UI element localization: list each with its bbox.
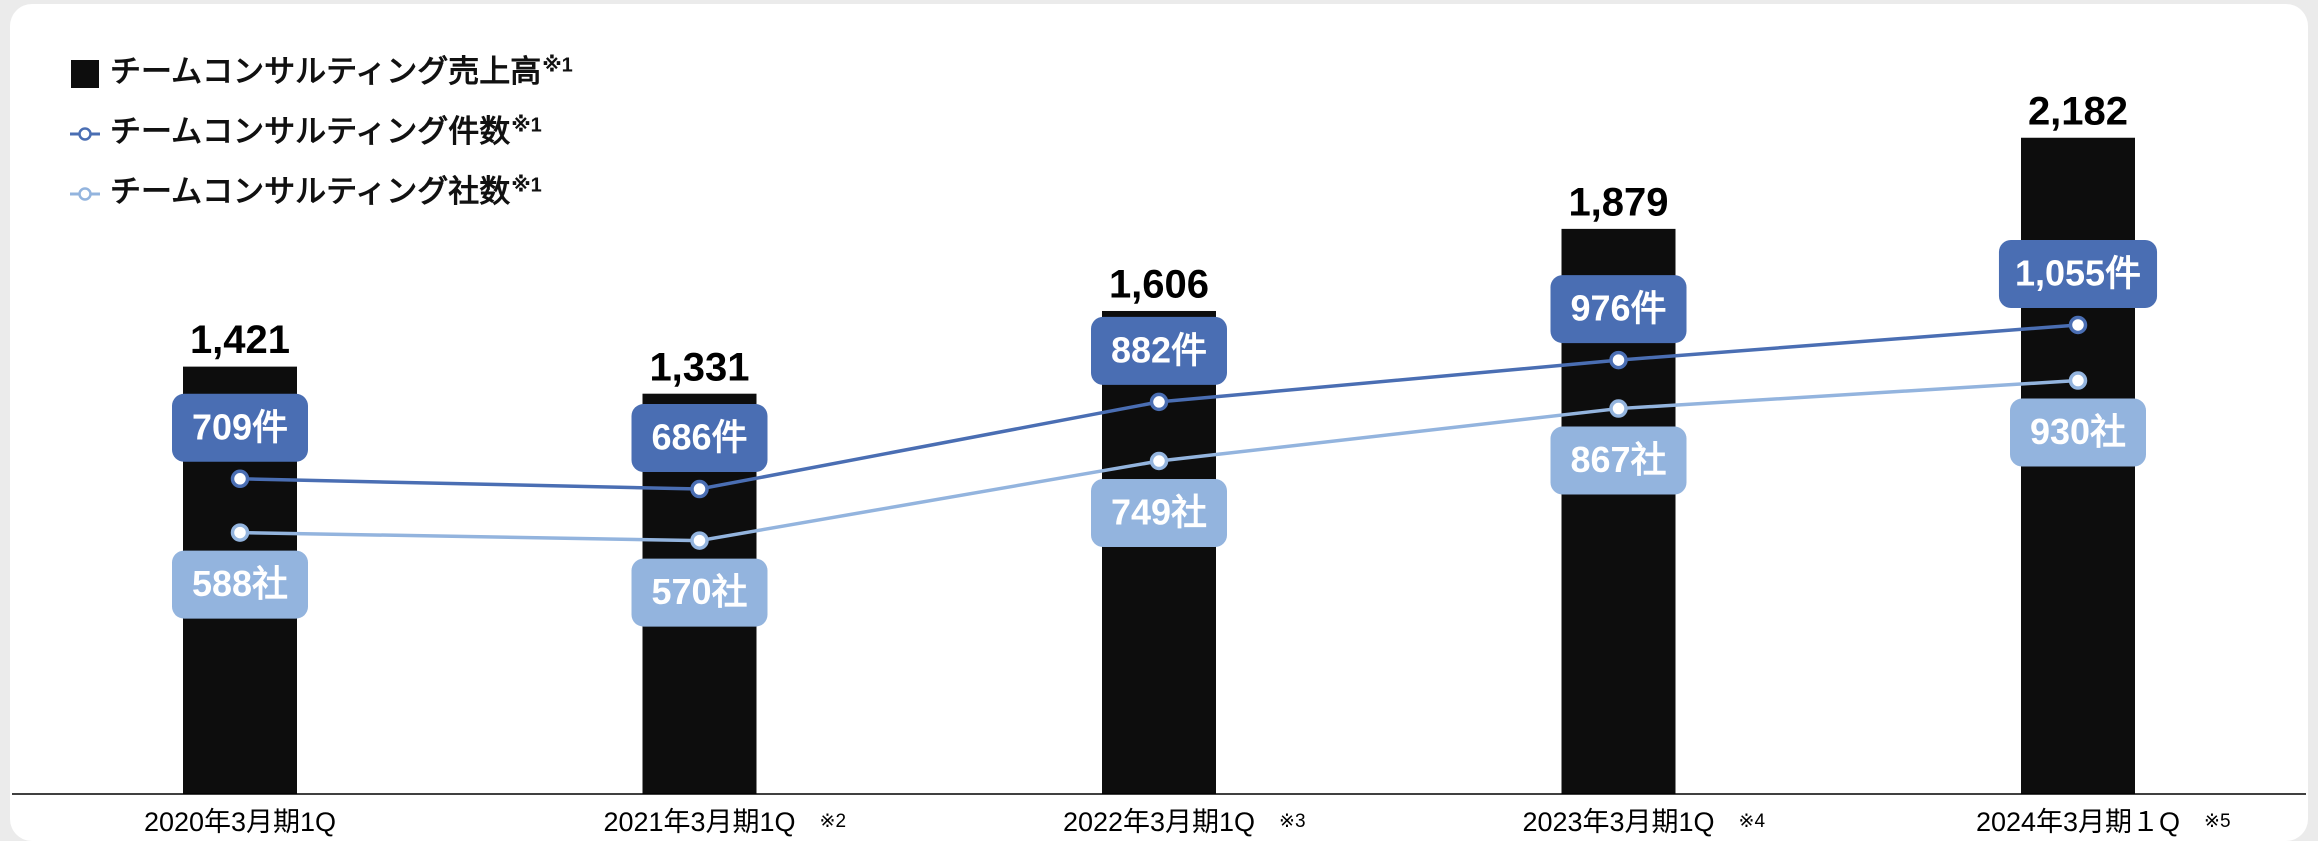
badge-box: [1550, 275, 1687, 344]
x-tick-note: ※4: [1739, 811, 1766, 832]
line-value-label: 882件: [1111, 329, 1207, 370]
x-tick-note: ※2: [820, 811, 847, 832]
value-badge: 686件: [631, 404, 768, 473]
line-value-label: 976件: [1570, 288, 1666, 329]
point: [1149, 392, 1169, 412]
value-badge: 1,055件: [1998, 239, 2158, 308]
badge-box: [631, 558, 768, 627]
point: [230, 523, 250, 542]
x-tick-label: 2020年3月期1Q: [144, 807, 336, 837]
value-badge: 867社: [1550, 426, 1687, 495]
badge-box: [1091, 316, 1227, 385]
legend-label: チームコンサルティング件数: [110, 114, 510, 149]
line-value-label: 570社: [651, 571, 747, 612]
value-badge: 930社: [2010, 398, 2146, 467]
legend-swatch: [71, 60, 99, 88]
line-value-label: 867社: [1570, 439, 1666, 480]
legend-note: ※1: [542, 54, 573, 76]
badge-box: [172, 550, 308, 619]
value-badge: 588社: [172, 550, 308, 619]
line-value-label: 930社: [2030, 411, 2126, 452]
line-value-label: 709件: [192, 406, 288, 447]
legend-note: ※1: [511, 174, 542, 196]
point: [1609, 350, 1628, 370]
x-tick-note: ※5: [2204, 811, 2231, 832]
x-tick-label: 2021年3月期1Q: [603, 807, 795, 837]
bar-value-label: 1,331: [649, 345, 749, 389]
value-badge: 882件: [1091, 316, 1227, 385]
line-value-label: 686件: [651, 417, 747, 458]
line-value-label: 749社: [1111, 492, 1207, 533]
badge-box: [631, 404, 768, 473]
x-tick-label: 2024年3月期１Q: [1976, 807, 2180, 837]
value-badge: 749社: [1091, 479, 1227, 548]
legend-marker: [78, 187, 92, 201]
point: [690, 531, 709, 550]
badge-box: [1550, 426, 1687, 495]
badge-box: [2010, 398, 2146, 467]
badge-box: [1998, 239, 2158, 308]
legend-note: ※1: [511, 114, 542, 136]
point: [230, 469, 250, 489]
badge-box: [1091, 479, 1227, 548]
legend-label: チームコンサルティング社数: [110, 174, 510, 209]
bar-value-label: 2,182: [2028, 89, 2128, 133]
value-badge: 570社: [631, 558, 768, 627]
point: [690, 479, 709, 499]
legend-label: チームコンサルティング売上高: [110, 54, 541, 89]
point: [1609, 399, 1628, 418]
bar: [1102, 310, 1216, 794]
bar-value-label: 1,879: [1568, 180, 1668, 224]
legend-marker: [78, 127, 92, 141]
x-tick-note: ※3: [1279, 811, 1306, 832]
value-badge: 709件: [172, 393, 308, 462]
line-value-label: 588社: [192, 563, 288, 604]
x-tick-label: 2022年3月期1Q: [1063, 807, 1255, 837]
badge-box: [172, 393, 308, 462]
line-value-label: 1,055件: [2015, 252, 2141, 293]
x-tick-label: 2023年3月期1Q: [1522, 807, 1714, 837]
point: [2068, 315, 2088, 335]
bar-value-label: 1,606: [1109, 263, 1209, 307]
value-badge: 976件: [1550, 275, 1687, 344]
bar-value-label: 1,421: [190, 318, 290, 362]
point: [1149, 451, 1169, 471]
point: [2068, 371, 2088, 390]
